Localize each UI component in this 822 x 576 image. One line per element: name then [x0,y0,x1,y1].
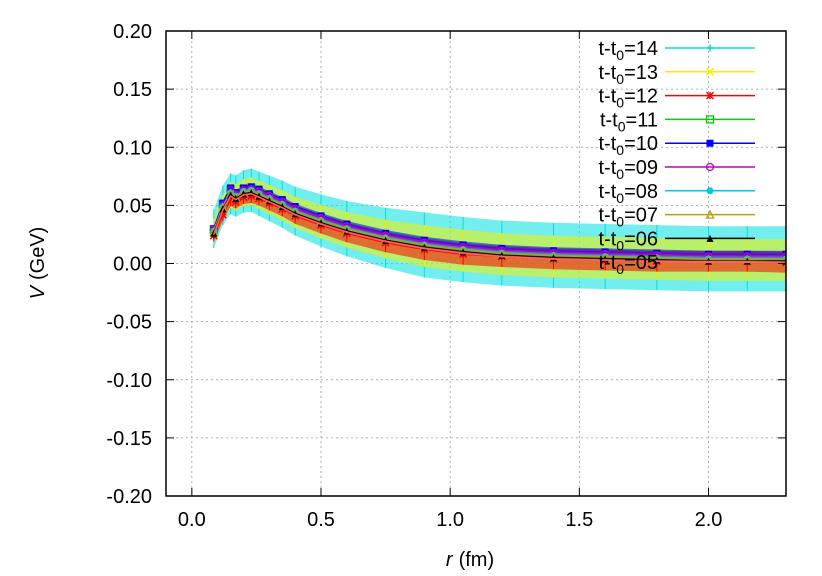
legend-label: t-t0=10 [598,133,658,158]
x-tick-label: 0.5 [307,509,335,531]
legend-item: t-t0=06 [598,228,755,253]
x-tick-label: 1.0 [436,509,464,531]
y-axis-ticks: 0.20 0.15 0.10 0.05 0.00 -0.05 -0.10 -0.15 -0.20 [106,21,786,508]
legend-marker [705,91,715,100]
legend: t-t0=14t-t0=13t-t0=12t-t0=11t-t0=10t-t0=… [598,38,755,277]
plot-area [209,168,786,292]
x-tick-label: 2.0 [695,509,723,531]
legend-item: t-t0=13 [598,62,755,87]
legend-label: t-t0=08 [598,181,658,206]
legend-marker [705,115,715,124]
legend-marker [706,187,714,195]
series-line [213,193,786,264]
legend-label: t-t0=13 [598,62,658,87]
y-tick-label: -0.20 [106,486,152,508]
data-point [226,195,235,204]
legend-label: t-t0=05 [598,252,658,277]
legend-marker [706,234,714,242]
legend-item: t-t0=05 [598,252,755,277]
x-tick-label: 0.0 [178,509,206,531]
y-tick-label: 0.20 [113,21,152,43]
legend-label: t-t0=06 [598,228,658,253]
legend-label: t-t0=12 [598,86,658,111]
legend-item: t-t0=12 [598,86,755,111]
legend-item: t-t0=14 [598,38,755,63]
y-tick-label: -0.10 [106,370,152,392]
legend-item: t-t0=07 [598,205,755,230]
y-tick-label: -0.05 [106,312,152,334]
y-tick-label: 0.05 [113,195,152,217]
y-axis-label: V(GeV) [27,227,49,300]
data-point [227,184,235,192]
series-line [213,190,786,261]
legend-item: t-t0=11 [600,109,755,134]
y-tick-label: -0.15 [106,428,152,450]
legend-label: t-t0=09 [598,157,658,182]
legend-marker [705,209,715,219]
y-tick-label: 0.15 [113,79,152,101]
legend-item: t-t0=08 [598,181,755,206]
legend-label: t-t0=07 [598,205,658,230]
legend-marker [705,162,715,172]
data-point [218,210,227,219]
legend-marker [706,44,714,52]
data-point [232,194,240,202]
x-tick-label: 1.5 [565,509,593,531]
legend-marker [705,67,715,76]
y-tick-label: 0.00 [113,254,152,276]
y-tick-label: 0.10 [113,137,152,159]
x-axis-ticks: 0.0 0.5 1.0 1.5 2.0 [178,31,722,531]
legend-item: t-t0=09 [598,157,755,182]
x-axis-label: r (fm) [446,549,494,571]
legend-label: t-t0=14 [598,38,658,63]
legend-item: t-t0=10 [598,133,755,158]
legend-label: t-t0=11 [600,109,658,134]
legend-marker [706,139,714,147]
